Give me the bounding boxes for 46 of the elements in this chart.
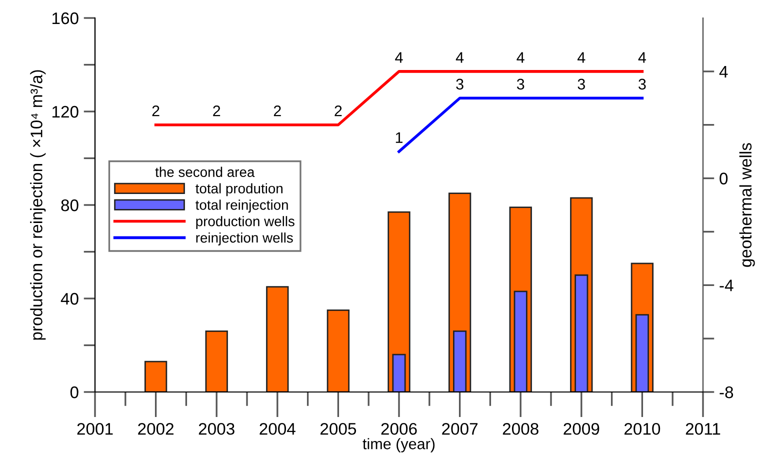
y2-tick-label: 4 [719,66,728,78]
data-label: 4 [395,52,403,63]
x-tick-label: 2009 [564,422,600,435]
x-tick-label: 2001 [77,422,113,435]
x-tick-label: 2007 [442,422,478,435]
bar [266,286,289,392]
y-tick-label: 120 [52,106,78,118]
bar [144,360,168,392]
y-tick-label: 40 [60,292,78,305]
data-label: 3 [638,78,646,90]
legend-title: the second area [155,166,255,178]
data-label: 4 [578,52,586,63]
x-tick-label: 2008 [502,422,538,435]
y-tick-label: 80 [61,199,78,212]
legend-label: total prodution [196,183,282,196]
data-label: 2 [213,105,220,116]
data-label: 2 [152,105,160,116]
bar [205,330,228,392]
data-label: 4 [516,52,524,63]
bar [326,309,350,392]
x-tick-label: 2011 [686,422,720,435]
data-label: 4 [638,52,646,63]
x-axis-title: time (year) [362,438,435,452]
data-label: 3 [578,78,585,90]
data-label: 4 [456,52,464,63]
data-label: 3 [456,78,464,90]
x-tick-label: 2005 [320,422,356,435]
x-tick-label: 2006 [381,422,417,435]
legend-label: production wells [196,216,294,230]
data-label: 3 [516,78,524,90]
data-label: 2 [334,105,342,116]
y2-tick-label: -8 [720,386,734,398]
y-tick-label: 0 [70,386,78,398]
data-label: 1 [396,132,403,143]
data-label: 2 [274,105,281,116]
y2-axis-title: geothermal wells [739,143,755,267]
y2-tick-label: 0 [720,172,728,184]
y-tick-label: 160 [52,12,78,24]
x-tick-label: 2004 [260,422,296,435]
x-tick-label: 2002 [138,422,174,435]
y-axis-title: production or reinjection ( ×10⁴ m³/a) [30,70,46,340]
y2-tick-label: -4 [720,280,734,292]
x-tick-label: 2010 [624,422,660,435]
legend-label: reinjection wells [196,232,293,246]
x-tick-label: 2003 [198,422,234,435]
legend-label: total reinjection [196,200,288,213]
